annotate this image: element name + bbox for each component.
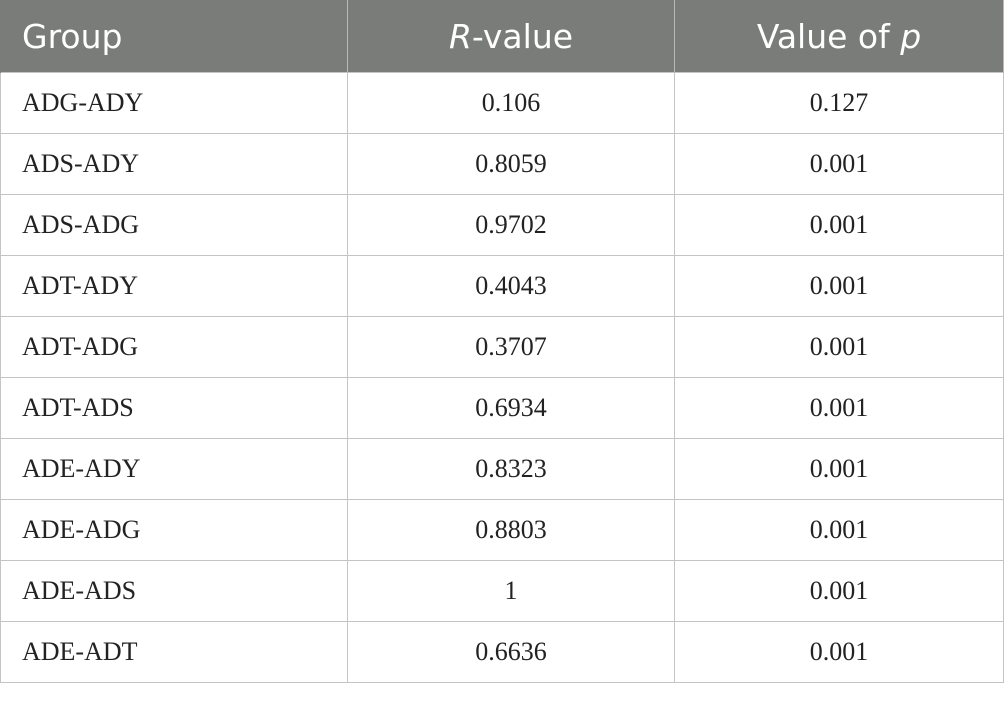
r-value-cell: 0.106 [347,72,675,134]
r-value-cell: 1 [347,560,675,622]
table-row: ADE-ADY 0.8323 0.001 [0,438,1004,500]
r-value-cell: 0.3707 [347,316,675,378]
p-value-cell: 0.001 [674,560,1004,622]
p-value-cell: 0.001 [674,438,1004,500]
r-value-cell: 0.9702 [347,194,675,256]
r-value-cell: 0.8059 [347,133,675,195]
group-cell: ADT-ADS [0,377,348,439]
r-value-cell: 0.6636 [347,621,675,683]
table-header: Group R-value Value of p [0,0,1004,73]
table-body: ADG-ADY 0.106 0.127 ADS-ADY 0.8059 0.001… [0,72,1004,683]
p-value-cell: 0.001 [674,499,1004,561]
group-cell: ADE-ADS [0,560,348,622]
header-group: Group [0,0,348,73]
table-row: ADS-ADG 0.9702 0.001 [0,194,1004,256]
header-group-label: Group [22,16,123,56]
correlation-table: Group R-value Value of p ADG-ADY 0.106 0… [0,0,1004,683]
header-r-value: R-value [347,0,675,73]
group-cell: ADE-ADG [0,499,348,561]
p-value-cell: 0.001 [674,194,1004,256]
p-value-cell: 0.127 [674,72,1004,134]
header-r-letter: R [448,16,472,56]
group-cell: ADE-ADT [0,621,348,683]
header-p-letter: p [900,16,922,56]
table-row: ADE-ADT 0.6636 0.001 [0,621,1004,683]
table-row: ADT-ADG 0.3707 0.001 [0,316,1004,378]
header-row: Group R-value Value of p [0,0,1004,73]
group-cell: ADT-ADY [0,255,348,317]
header-p-prefix: Value of [756,16,901,56]
r-value-cell: 0.8803 [347,499,675,561]
p-value-cell: 0.001 [674,133,1004,195]
r-value-cell: 0.4043 [347,255,675,317]
p-value-cell: 0.001 [674,621,1004,683]
table-row: ADT-ADY 0.4043 0.001 [0,255,1004,317]
table-row: ADG-ADY 0.106 0.127 [0,72,1004,134]
group-cell: ADT-ADG [0,316,348,378]
r-value-cell: 0.6934 [347,377,675,439]
p-value-cell: 0.001 [674,377,1004,439]
group-cell: ADE-ADY [0,438,348,500]
table-row: ADT-ADS 0.6934 0.001 [0,377,1004,439]
group-cell: ADS-ADG [0,194,348,256]
table-row: ADS-ADY 0.8059 0.001 [0,133,1004,195]
group-cell: ADG-ADY [0,72,348,134]
group-cell: ADS-ADY [0,133,348,195]
p-value-cell: 0.001 [674,255,1004,317]
p-value-cell: 0.001 [674,316,1004,378]
header-p-value: Value of p [674,0,1004,73]
r-value-cell: 0.8323 [347,438,675,500]
header-r-suffix: -value [471,16,574,56]
table-row: ADE-ADG 0.8803 0.001 [0,499,1004,561]
table-row: ADE-ADS 1 0.001 [0,560,1004,622]
